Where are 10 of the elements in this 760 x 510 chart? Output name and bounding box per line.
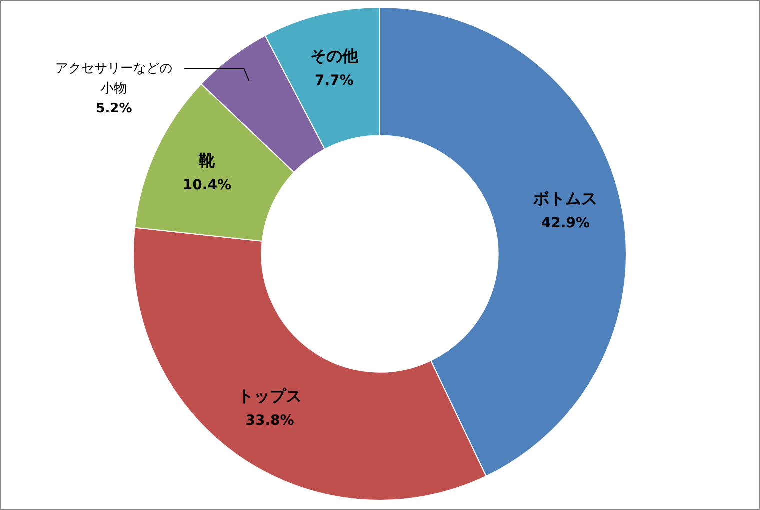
slice-label: その他 bbox=[310, 46, 360, 66]
data-label: 5.2% bbox=[96, 101, 132, 116]
slice-label: アクセサリーなどの小物 bbox=[56, 61, 173, 96]
data-label: 42.9% bbox=[541, 216, 590, 232]
data-label: 7.7% bbox=[314, 72, 354, 89]
slice-label: トップス bbox=[238, 386, 302, 406]
data-label: 10.4% bbox=[182, 178, 232, 194]
data-label: 33.8% bbox=[246, 413, 294, 430]
slice-label: ボトムス bbox=[532, 189, 598, 208]
slice-label: 靴 bbox=[198, 151, 216, 170]
